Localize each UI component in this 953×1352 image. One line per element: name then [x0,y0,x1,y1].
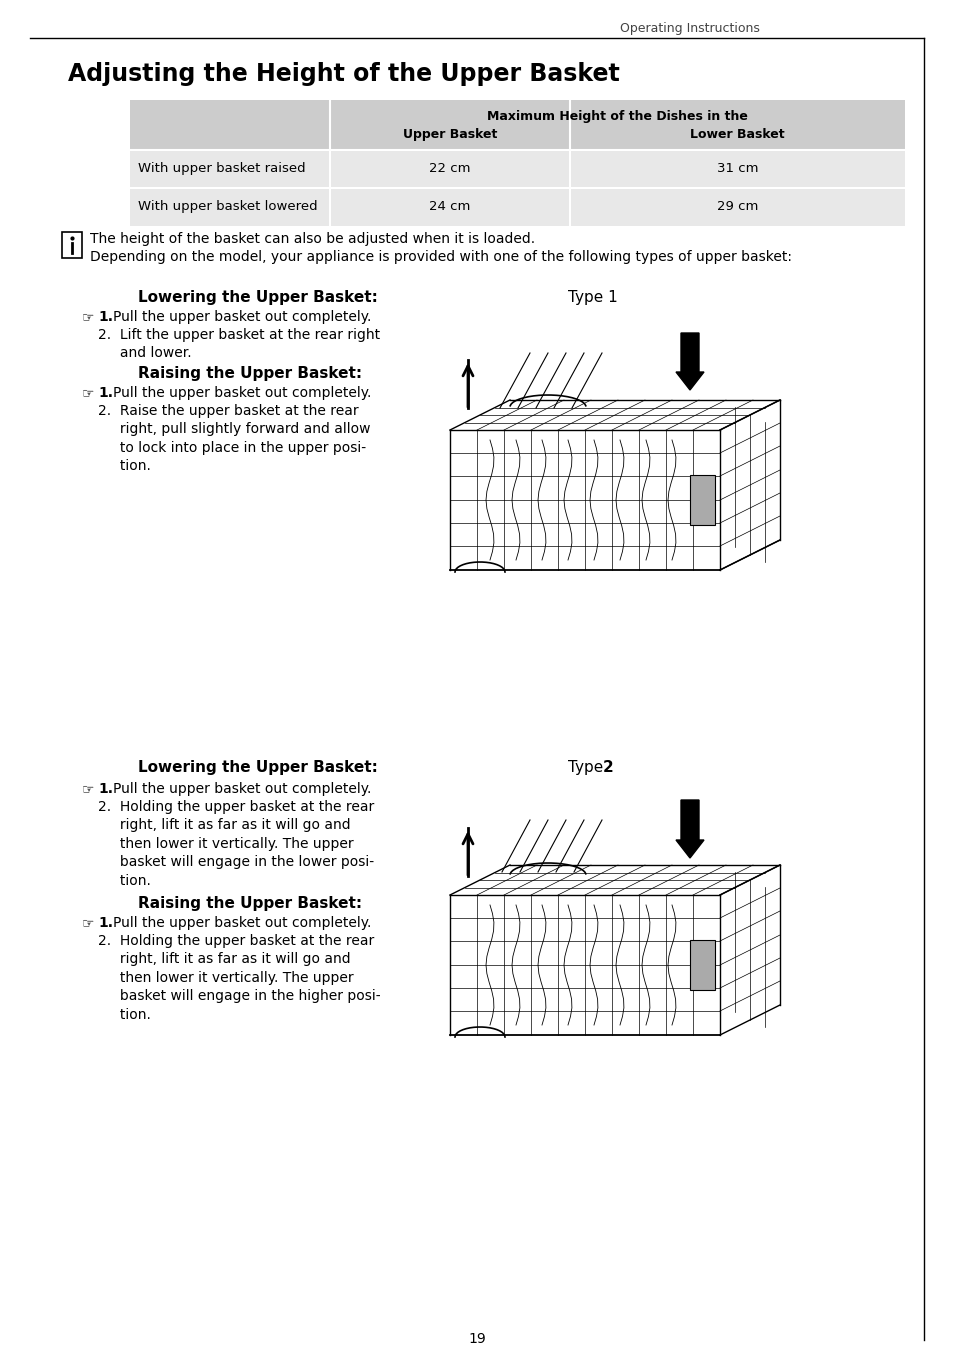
Text: Type 1: Type 1 [567,289,618,306]
FancyArrow shape [676,800,703,859]
Text: 2.  Raise the upper basket at the rear
     right, pull slightly forward and all: 2. Raise the upper basket at the rear ri… [98,404,370,473]
Bar [130,188,904,226]
Text: Adjusting the Height of the Upper Basket: Adjusting the Height of the Upper Basket [68,62,619,87]
Text: 2.  Lift the upper basket at the rear right
     and lower.: 2. Lift the upper basket at the rear rig… [98,329,379,361]
Text: Pull the upper basket out completely.: Pull the upper basket out completely. [112,781,371,796]
Text: Lower Basket: Lower Basket [689,128,784,141]
Text: ☞: ☞ [82,917,94,930]
Text: With upper basket raised: With upper basket raised [138,162,305,174]
Text: 31 cm: 31 cm [716,162,758,174]
Bar [62,233,82,258]
Text: Type: Type [567,760,607,775]
Text: Pull the upper basket out completely.: Pull the upper basket out completely. [112,917,371,930]
Text: 22 cm: 22 cm [429,162,470,174]
Text: ☞: ☞ [82,310,94,324]
Text: 1.: 1. [98,387,112,400]
Text: Raising the Upper Basket:: Raising the Upper Basket: [138,896,362,911]
Text: 1.: 1. [98,310,112,324]
Text: Pull the upper basket out completely.: Pull the upper basket out completely. [112,310,371,324]
Text: ☞: ☞ [82,387,94,400]
Text: 2: 2 [602,760,613,775]
Bar [130,150,904,188]
Bar [689,940,714,990]
Text: With upper basket lowered: With upper basket lowered [138,200,317,214]
Text: 24 cm: 24 cm [429,200,470,214]
Bar [130,100,904,150]
Text: ☞: ☞ [82,781,94,796]
Text: The height of the basket can also be adjusted when it is loaded.: The height of the basket can also be adj… [90,233,535,246]
Text: Upper Basket: Upper Basket [402,128,497,141]
Text: 1.: 1. [98,917,112,930]
FancyArrow shape [676,333,703,389]
Text: Lowering the Upper Basket:: Lowering the Upper Basket: [138,289,377,306]
Bar [689,475,714,525]
Text: 2.  Holding the upper basket at the rear
     right, lift it as far as it will g: 2. Holding the upper basket at the rear … [98,934,380,1022]
Text: Maximum Height of the Dishes in the: Maximum Height of the Dishes in the [487,110,747,123]
Text: Pull the upper basket out completely.: Pull the upper basket out completely. [112,387,371,400]
Text: 1.: 1. [98,781,112,796]
Text: 29 cm: 29 cm [716,200,758,214]
Text: Lowering the Upper Basket:: Lowering the Upper Basket: [138,760,377,775]
Text: Depending on the model, your appliance is provided with one of the following typ: Depending on the model, your appliance i… [90,250,791,264]
Text: 2.  Holding the upper basket at the rear
     right, lift it as far as it will g: 2. Holding the upper basket at the rear … [98,800,374,888]
Text: 19: 19 [468,1332,485,1347]
Text: Operating Instructions: Operating Instructions [619,22,760,35]
Text: Raising the Upper Basket:: Raising the Upper Basket: [138,366,362,381]
